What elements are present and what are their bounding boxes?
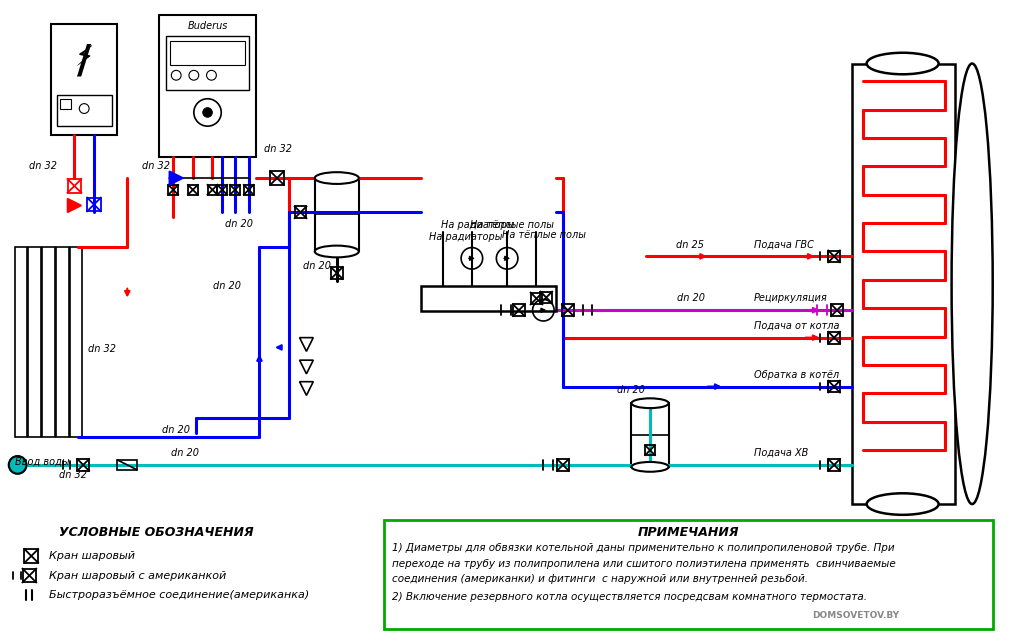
Bar (531, 292, 542, 304)
Text: Ввод воды: Ввод воды (14, 457, 70, 467)
Polygon shape (68, 199, 81, 212)
Bar (829, 332, 840, 344)
Bar (243, 185, 254, 195)
Bar (829, 459, 840, 470)
Bar (29, 247, 41, 438)
Text: dn 32: dn 32 (30, 162, 57, 171)
Ellipse shape (315, 172, 359, 184)
Text: Кран шаровый: Кран шаровый (49, 551, 135, 561)
Text: На тёплые полы: На тёплые полы (502, 230, 586, 240)
Text: На радиаторы: На радиаторы (441, 220, 514, 230)
Bar (188, 185, 197, 195)
Text: dn 32: dn 32 (58, 470, 87, 479)
Ellipse shape (866, 53, 939, 74)
Ellipse shape (203, 108, 213, 117)
Bar (56, 247, 69, 438)
Ellipse shape (315, 246, 359, 257)
Bar (646, 445, 655, 455)
Text: Подача ГВС: Подача ГВС (754, 240, 813, 249)
Text: переходе на трубу из полипропилена или сшитого полиэтилена применять  свинчиваем: переходе на трубу из полипропилена или с… (392, 559, 895, 569)
Bar (70, 247, 82, 438)
Bar (87, 197, 101, 212)
Polygon shape (170, 171, 183, 185)
Text: dn 20: dn 20 (162, 424, 189, 435)
Text: Кран шаровый с американкой: Кран шаровый с американкой (49, 570, 226, 581)
Bar (59, 99, 72, 108)
Text: На тёплые полы: На тёплые полы (470, 220, 553, 230)
Bar (25, 549, 38, 563)
Bar (295, 206, 307, 218)
Circle shape (9, 456, 27, 474)
Text: dn 32: dn 32 (264, 144, 293, 154)
Bar (384, 520, 992, 629)
Bar (631, 403, 669, 467)
Bar (159, 15, 257, 156)
Text: На радиаторы: На радиаторы (429, 232, 502, 242)
Bar (171, 41, 244, 65)
Text: соединения (американки) и фитинги  с наружной или внутренней резьбой.: соединения (американки) и фитинги с нару… (392, 574, 807, 585)
Text: dn 20: dn 20 (225, 219, 253, 229)
Text: dn 20: dn 20 (617, 385, 644, 394)
Bar (829, 381, 840, 392)
Bar (169, 185, 178, 195)
Bar (78, 459, 89, 470)
Ellipse shape (631, 462, 669, 472)
Bar (421, 286, 557, 311)
Bar (852, 63, 954, 504)
Bar (540, 292, 552, 303)
Text: ⚡: ⚡ (75, 45, 94, 72)
Text: dn 20: dn 20 (304, 261, 331, 271)
Text: Обратка в котёл: Обратка в котёл (754, 370, 839, 380)
Text: dn 32: dn 32 (88, 344, 116, 354)
Bar (829, 251, 840, 262)
Bar (217, 185, 227, 195)
Text: Buderus: Buderus (187, 21, 228, 31)
Text: dn 20: dn 20 (677, 294, 706, 303)
Ellipse shape (866, 494, 939, 515)
Text: /: / (77, 42, 91, 81)
Bar (562, 304, 574, 316)
Text: dn 25: dn 25 (675, 240, 704, 249)
Bar (208, 185, 217, 195)
Text: Подача от котла: Подача от котла (754, 321, 839, 331)
Text: 2) Включение резервного котла осуществляется посредсвам комнатного термостата.: 2) Включение резервного котла осуществля… (392, 592, 866, 602)
Text: dn 20: dn 20 (214, 281, 241, 291)
Bar (558, 459, 569, 470)
Text: dn 20: dn 20 (171, 448, 199, 458)
Bar (167, 36, 249, 90)
Circle shape (9, 456, 27, 474)
Text: ПРИМЕЧАНИЯ: ПРИМЕЧАНИЯ (637, 526, 739, 539)
Bar (14, 247, 28, 438)
Bar (51, 24, 118, 135)
Text: УСЛОВНЫЕ ОБОЗНАЧЕНИЯ: УСЛОВНЫЕ ОБОЗНАЧЕНИЯ (58, 526, 254, 539)
Bar (270, 171, 284, 185)
Bar (330, 267, 343, 279)
Text: DOMSOVETOV.BY: DOMSOVETOV.BY (812, 611, 899, 620)
Text: Подача ХВ: Подача ХВ (754, 448, 808, 458)
Bar (68, 179, 81, 193)
Text: Рециркуляция: Рециркуляция (754, 294, 828, 303)
Text: dn 32: dn 32 (142, 162, 170, 171)
Bar (315, 178, 359, 251)
Ellipse shape (951, 63, 992, 504)
Bar (57, 95, 112, 126)
Bar (513, 304, 525, 316)
Text: 1) Диаметры для обвязки котельной даны применительно к полипропиленовой трубе. П: 1) Диаметры для обвязки котельной даны п… (392, 543, 894, 553)
Bar (230, 185, 239, 195)
Ellipse shape (631, 398, 669, 408)
Bar (831, 304, 843, 316)
Bar (23, 569, 36, 583)
Text: Быстроразъёмное соединение(американка): Быстроразъёмное соединение(американка) (49, 590, 309, 600)
Bar (42, 247, 55, 438)
Bar (118, 460, 137, 470)
